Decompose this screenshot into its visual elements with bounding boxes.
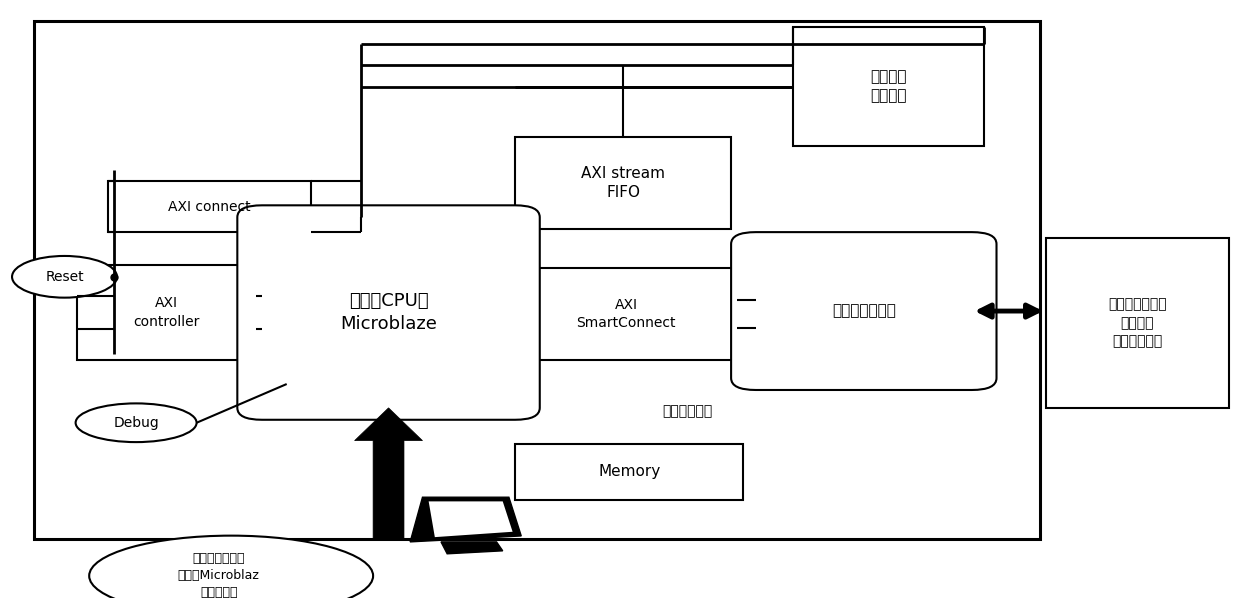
Polygon shape (441, 542, 502, 554)
Text: Debug: Debug (113, 416, 159, 430)
Polygon shape (429, 501, 512, 537)
Text: 存储器控制模块: 存储器控制模块 (832, 304, 895, 319)
Text: Reset: Reset (45, 270, 84, 284)
Text: 软核（CPU）
Microblaze: 软核（CPU） Microblaze (340, 292, 436, 333)
FancyBboxPatch shape (732, 232, 997, 390)
Text: 通用输入
输出端口: 通用输入 输出端口 (870, 69, 906, 104)
Text: （控制部分）: （控制部分） (662, 404, 713, 418)
Polygon shape (410, 497, 521, 542)
FancyBboxPatch shape (515, 137, 732, 229)
Text: AXI
SmartConnect: AXI SmartConnect (577, 298, 676, 330)
Text: 辐射效应研究的
待测器件
（受控部分）: 辐射效应研究的 待测器件 （受控部分） (1107, 297, 1167, 348)
FancyBboxPatch shape (33, 21, 1039, 539)
FancyBboxPatch shape (515, 444, 744, 500)
Text: AXI
controller: AXI controller (133, 296, 200, 329)
Text: AXI connect: AXI connect (169, 200, 250, 214)
Text: AXI stream
FIFO: AXI stream FIFO (582, 166, 665, 200)
Text: Memory: Memory (598, 464, 661, 480)
FancyBboxPatch shape (237, 205, 539, 420)
Ellipse shape (76, 404, 197, 442)
Text: 外部操作系统，
实现与Microblaz
的通讯交互: 外部操作系统， 实现与Microblaz 的通讯交互 (177, 552, 259, 599)
Ellipse shape (89, 535, 373, 607)
FancyBboxPatch shape (77, 265, 255, 360)
FancyBboxPatch shape (108, 181, 311, 232)
Ellipse shape (12, 256, 117, 297)
FancyBboxPatch shape (1045, 238, 1229, 408)
FancyBboxPatch shape (792, 27, 985, 146)
FancyBboxPatch shape (515, 268, 738, 360)
Polygon shape (355, 408, 423, 539)
